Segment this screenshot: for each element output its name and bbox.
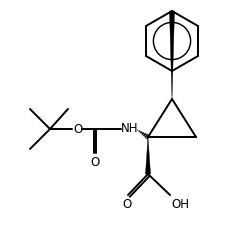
Text: OH: OH — [171, 197, 189, 210]
Polygon shape — [146, 137, 151, 174]
Text: O: O — [73, 123, 83, 136]
Text: O: O — [122, 197, 132, 210]
Polygon shape — [169, 12, 174, 100]
Text: NH: NH — [121, 122, 139, 135]
Text: O: O — [90, 155, 100, 168]
